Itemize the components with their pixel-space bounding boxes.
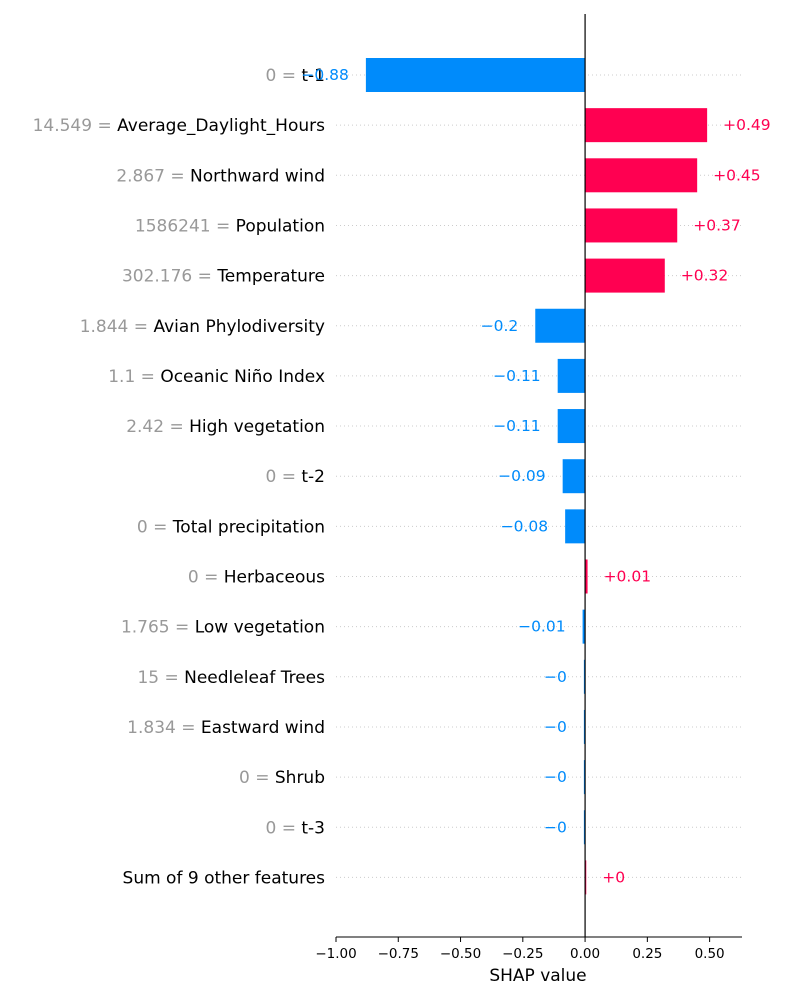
feature-name: Total precipitation — [172, 517, 325, 537]
shap-bar — [557, 409, 586, 444]
shap-value-label: +0.32 — [681, 267, 729, 285]
feature-label: 2.42 = High vegetation — [126, 417, 325, 437]
feature-label: 0 = Shrub — [239, 768, 325, 788]
feature-name: Population — [236, 216, 325, 236]
shap-bar — [557, 358, 586, 393]
feature-value: 1.765 = — [121, 618, 195, 638]
label-layer: 0 = t-1−0.88 14.549 = Average_Daylight_Ho… — [33, 66, 771, 888]
x-axis-label: SHAP value — [489, 966, 586, 986]
feature-value: 0 = — [266, 467, 302, 487]
bar-layer — [365, 58, 708, 895]
shap-bar — [583, 709, 586, 744]
feature-label: Sum of 9 other features — [123, 868, 326, 888]
x-tick-label: −1.00 — [315, 946, 356, 962]
feature-value: 0 = — [137, 517, 173, 537]
shap-value-label: −0.11 — [493, 367, 541, 385]
shap-value-label: −0 — [544, 768, 567, 786]
shap-bar — [583, 659, 586, 694]
shap-bar — [583, 810, 586, 845]
feature-value: 0 = — [266, 818, 302, 838]
feature-value: 302.176 = — [122, 267, 217, 287]
shap-value-label: −0 — [544, 718, 567, 736]
feature-label: 0 = t-1 — [266, 66, 326, 86]
feature-label: 14.549 = Average_Daylight_Hours — [33, 116, 326, 136]
feature-value: 1586241 = — [135, 216, 236, 236]
feature-label: 0 = t-3 — [266, 818, 326, 838]
feature-name: Oceanic Niño Index — [160, 367, 325, 387]
feature-name: t-3 — [301, 818, 325, 838]
shap-bar — [562, 459, 586, 494]
feature-name: High vegetation — [189, 417, 325, 437]
feature-label: 2.867 = Northward wind — [116, 166, 325, 186]
shap-value-label: +0.01 — [604, 568, 652, 586]
x-tick-label: −0.50 — [440, 946, 481, 962]
feature-value: 15 = — [137, 668, 184, 688]
feature-value: 0 = — [266, 66, 302, 86]
shap-bar — [585, 158, 698, 193]
shap-bar — [535, 308, 586, 343]
feature-name: Shrub — [275, 768, 325, 788]
x-tick-label: 0.25 — [632, 946, 662, 962]
feature-value: 14.549 = — [33, 116, 118, 136]
feature-value: 0 = — [239, 768, 275, 788]
feature-name: Herbaceous — [224, 568, 325, 588]
shap-value-label: −0.2 — [481, 317, 519, 335]
feature-value: 0 = — [188, 568, 224, 588]
shap-value-label: −0 — [544, 818, 567, 836]
shap-bar — [582, 609, 586, 644]
shap-value-label: −0.11 — [493, 417, 541, 435]
feature-value: 2.867 = — [116, 166, 190, 186]
shap-bar — [585, 860, 587, 895]
shap-value-label: −0.01 — [518, 618, 566, 636]
feature-label: 1.1 = Oceanic Niño Index — [108, 367, 325, 387]
shap-bar — [365, 58, 586, 92]
feature-name: Low vegetation — [195, 618, 325, 638]
shap-bar — [585, 559, 588, 594]
shap-value-label: −0 — [544, 668, 567, 686]
shap-bar — [585, 108, 708, 143]
feature-name: Temperature — [216, 267, 325, 287]
shap-value-label: −0.88 — [301, 66, 349, 84]
feature-value: 1.834 = — [127, 718, 201, 738]
shap-value-label: +0.45 — [713, 166, 761, 184]
feature-name: t-2 — [301, 467, 325, 487]
feature-label: 302.176 = Temperature — [122, 267, 325, 287]
shap-bar — [585, 208, 678, 243]
shap-value-label: +0.37 — [693, 216, 741, 234]
shap-value-label: −0.09 — [498, 467, 546, 485]
feature-value: 1.1 = — [108, 367, 160, 387]
shap-value-label: +0.49 — [723, 116, 771, 134]
feature-name: Average_Daylight_Hours — [117, 116, 325, 136]
feature-label: 0 = Total precipitation — [137, 517, 325, 537]
feature-label: 1.834 = Eastward wind — [127, 718, 325, 738]
feature-name: Northward wind — [190, 166, 325, 186]
feature-label: 1.844 = Avian Phylodiversity — [80, 317, 325, 337]
shap-value-label: +0 — [602, 868, 625, 886]
axis-layer: −1.00 −0.75 −0.50 −0.25 0.00 0.25 0.50 — [315, 14, 742, 962]
shap-bar — [585, 258, 665, 293]
shap-value-label: −0.08 — [501, 517, 549, 535]
x-tick-label: 0.00 — [570, 946, 600, 962]
feature-name: Eastward wind — [201, 718, 325, 738]
shap-bar — [565, 509, 586, 544]
feature-label: 15 = Needleleaf Trees — [137, 668, 325, 688]
x-tick-label: −0.25 — [502, 946, 543, 962]
feature-label: 0 = Herbaceous — [188, 568, 325, 588]
feature-name: Avian Phylodiversity — [153, 317, 325, 337]
x-tick-label: 0.50 — [695, 946, 725, 962]
feature-label: 0 = t-2 — [266, 467, 326, 487]
feature-value: 1.844 = — [80, 317, 154, 337]
feature-label: 1.765 = Low vegetation — [121, 618, 325, 638]
feature-name: t-1 — [301, 66, 325, 86]
feature-value: 2.42 = — [126, 417, 189, 437]
feature-label: 1586241 = Population — [135, 216, 325, 236]
feature-name: Sum of 9 other features — [123, 868, 326, 888]
shap-bar — [583, 760, 586, 795]
x-tick-label: −0.75 — [378, 946, 419, 962]
feature-name: Needleleaf Trees — [184, 668, 325, 688]
